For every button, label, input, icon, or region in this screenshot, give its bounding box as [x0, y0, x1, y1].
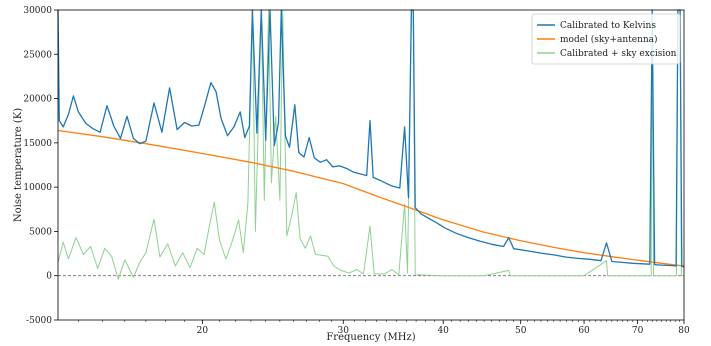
y-tick-label: 15000 [23, 139, 52, 149]
legend-label-0: Calibrated to Kelvins [560, 21, 656, 31]
x-axis-label: Frequency (MHz) [326, 332, 415, 343]
y-tick-label: -5000 [26, 316, 52, 326]
y-tick-label: 25000 [23, 50, 52, 60]
series-line-1 [57, 129, 685, 267]
legend-label-2: Calibrated + sky excision [560, 49, 677, 59]
y-tick-label: 0 [46, 272, 52, 282]
x-tick-label: 30 [338, 326, 350, 336]
x-axis: 20 30 40 50 60 70 80 [78, 320, 690, 336]
series-lines [57, 9, 685, 280]
x-tick-label: 60 [578, 326, 590, 336]
y-tick-label: 20000 [23, 95, 52, 105]
y-tick-label: 30000 [23, 6, 52, 16]
x-tick-label: 40 [437, 326, 449, 336]
x-tick-label: 50 [515, 326, 527, 336]
x-tick-label: 80 [678, 326, 690, 336]
x-tick-label: 20 [197, 326, 209, 336]
y-tick-label: 5000 [29, 227, 52, 237]
y-tick-label: 10000 [23, 183, 52, 193]
legend-box [531, 13, 681, 65]
legend-label-1: model (sky+antenna) [560, 34, 658, 45]
x-tick-label: 70 [632, 326, 644, 336]
series-line-2 [57, 9, 684, 280]
series-line-0 [57, 9, 685, 268]
y-axis-label: Noise temperature (K) [13, 108, 24, 222]
plot-frame [57, 9, 685, 321]
legend: Calibrated to Kelvins model (sky+antenna)… [531, 13, 681, 65]
y-axis: -5000 0 5000 10000 15000 20000 25000 30000 [23, 6, 58, 326]
